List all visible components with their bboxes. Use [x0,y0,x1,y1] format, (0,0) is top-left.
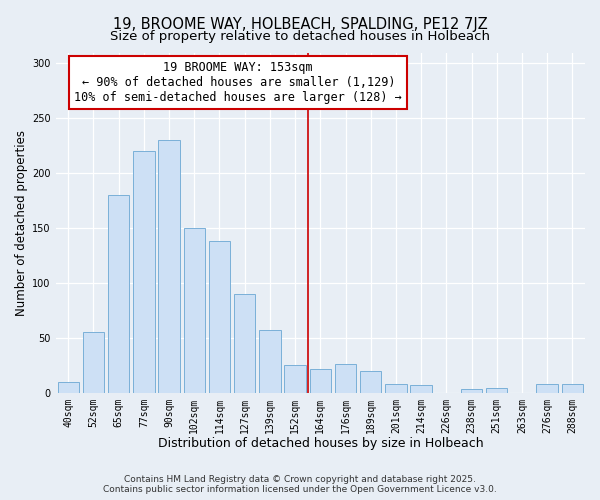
Bar [209,242,230,392]
Y-axis label: Number of detached properties: Number of detached properties [15,130,28,316]
Bar [83,332,104,392]
Bar [259,330,281,392]
Bar [108,195,130,392]
Text: 19, BROOME WAY, HOLBEACH, SPALDING, PE12 7JZ: 19, BROOME WAY, HOLBEACH, SPALDING, PE12… [113,18,487,32]
Bar [158,140,180,392]
Bar [461,390,482,392]
Bar [310,368,331,392]
Bar [335,364,356,392]
Bar [360,371,382,392]
Bar [562,384,583,392]
X-axis label: Distribution of detached houses by size in Holbeach: Distribution of detached houses by size … [158,437,483,450]
Bar [184,228,205,392]
Text: 19 BROOME WAY: 153sqm
← 90% of detached houses are smaller (1,129)
10% of semi-d: 19 BROOME WAY: 153sqm ← 90% of detached … [74,61,402,104]
Text: Size of property relative to detached houses in Holbeach: Size of property relative to detached ho… [110,30,490,43]
Bar [234,294,256,392]
Bar [536,384,558,392]
Bar [486,388,508,392]
Bar [133,152,155,392]
Text: Contains HM Land Registry data © Crown copyright and database right 2025.
Contai: Contains HM Land Registry data © Crown c… [103,474,497,494]
Bar [58,382,79,392]
Bar [385,384,407,392]
Bar [410,385,432,392]
Bar [284,366,306,392]
